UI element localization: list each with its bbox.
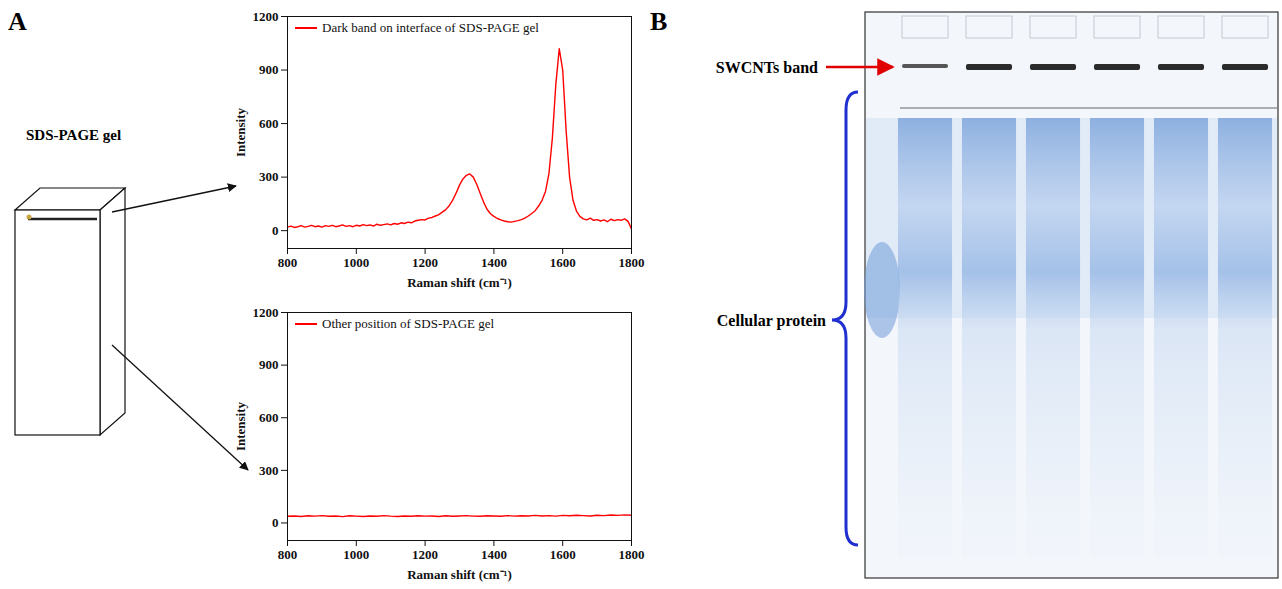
svg-text:Cellular protein: Cellular protein	[717, 312, 826, 330]
svg-text:Intensity: Intensity	[233, 107, 248, 157]
svg-text:300: 300	[259, 463, 279, 478]
svg-text:B: B	[650, 7, 667, 36]
svg-text:1000: 1000	[343, 547, 369, 562]
svg-text:1200: 1200	[253, 305, 279, 320]
svg-text:0: 0	[272, 223, 279, 238]
svg-text:900: 900	[259, 62, 279, 77]
svg-text:SWCNTs band: SWCNTs band	[716, 59, 818, 76]
svg-text:1400: 1400	[481, 547, 507, 562]
svg-text:800: 800	[278, 255, 298, 270]
svg-text:600: 600	[259, 116, 279, 131]
svg-text:1400: 1400	[481, 255, 507, 270]
svg-text:1600: 1600	[550, 547, 576, 562]
svg-text:1800: 1800	[619, 547, 645, 562]
svg-text:SDS-PAGE gel: SDS-PAGE gel	[26, 127, 121, 143]
svg-text:Raman shift (cm⁻¹): Raman shift (cm⁻¹)	[407, 567, 512, 582]
svg-text:300: 300	[259, 169, 279, 184]
svg-text:600: 600	[259, 410, 279, 425]
svg-text:1200: 1200	[412, 547, 438, 562]
svg-text:0: 0	[272, 515, 279, 530]
svg-text:800: 800	[278, 547, 298, 562]
html-text:Dark band on interface of SDS-: Dark band on interface of SDS-PAGE gel	[322, 20, 539, 35]
svg-text:A: A	[8, 7, 27, 36]
svg-text:1000: 1000	[343, 255, 369, 270]
svg-text:Raman shift (cm⁻¹): Raman shift (cm⁻¹)	[407, 275, 512, 290]
svg-text:900: 900	[259, 357, 279, 372]
svg-text:Intensity: Intensity	[233, 401, 248, 451]
svg-text:1200: 1200	[253, 9, 279, 24]
html-text:Other position of SDS-PAGE gel: Other position of SDS-PAGE gel	[322, 316, 495, 331]
svg-text:1200: 1200	[412, 255, 438, 270]
svg-text:1800: 1800	[619, 255, 645, 270]
svg-text:1600: 1600	[550, 255, 576, 270]
